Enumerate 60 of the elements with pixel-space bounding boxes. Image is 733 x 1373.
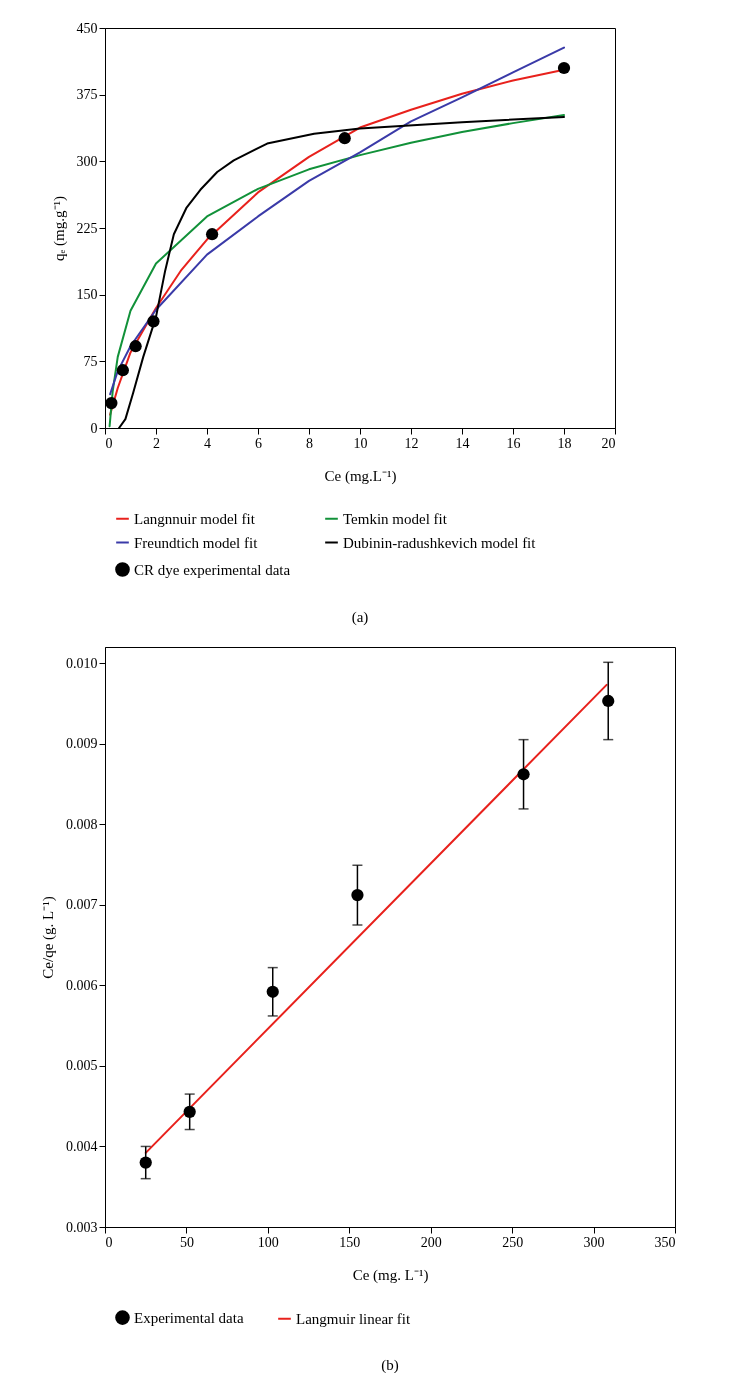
y-tick-label: 150 — [76, 287, 98, 303]
y-tick-label: 0.009 — [66, 736, 98, 752]
point — [139, 1156, 152, 1169]
x-tick-label: 6 — [255, 435, 262, 451]
legend-label: Temkin model fit — [343, 510, 448, 527]
y-tick-label: 0.007 — [66, 897, 98, 913]
y-tick-label: 0.006 — [66, 977, 98, 993]
y-tick-label: 0.004 — [66, 1138, 98, 1154]
point — [105, 397, 118, 410]
y-axis-title: Ce/qe (g. L⁻¹) — [40, 896, 57, 979]
x-tick-label: 100 — [257, 1234, 279, 1250]
y-tick-label: 0.010 — [66, 655, 98, 671]
point — [351, 889, 364, 902]
y-axis-title: qₑ (mg.g⁻¹) — [50, 196, 68, 261]
x-tick-label: 16 — [506, 435, 521, 451]
point — [205, 228, 219, 241]
x-tick-label: 8 — [306, 435, 313, 451]
text: (b) — [381, 1357, 399, 1373]
x-tick-label: 12 — [404, 435, 419, 451]
y-tick-label: 0.003 — [66, 1219, 98, 1235]
point — [147, 315, 160, 328]
x-tick-label: 350 — [654, 1234, 676, 1250]
y-tick-label: 225 — [76, 220, 98, 236]
x-tick-label: 4 — [204, 435, 211, 451]
point — [338, 132, 351, 145]
point — [602, 694, 615, 708]
point — [116, 364, 129, 377]
point — [266, 985, 279, 998]
legend-label: Langnnuir model fit — [134, 510, 256, 527]
x-tick-label: 0 — [105, 435, 113, 451]
x-axis-title: Ce (mg. L⁻¹) — [352, 1266, 429, 1284]
y-tick-label: 0.005 — [66, 1058, 98, 1074]
x-tick-label: 14 — [455, 435, 470, 451]
x-tick-label: 200 — [420, 1234, 442, 1250]
x-tick-label: 150 — [339, 1234, 361, 1250]
x-tick-label: 0 — [105, 1234, 113, 1250]
x-tick-label: 300 — [583, 1234, 605, 1250]
y-tick-label: 75 — [83, 353, 98, 369]
x-tick-label: 250 — [502, 1234, 524, 1250]
legend-label: Experimental data — [134, 1309, 244, 1326]
legend-label: Dubinin-radushkevich model fit — [343, 534, 537, 551]
y-tick-label: 300 — [76, 153, 98, 169]
x-tick-label: 2 — [153, 435, 160, 451]
y-tick-label: 450 — [76, 20, 98, 36]
legend-label: Langmuir linear fit — [296, 1310, 411, 1327]
x-tick-label: 20 — [601, 435, 616, 451]
legend-label: CR dye experimental data — [134, 561, 291, 578]
point — [129, 340, 142, 353]
y-tick-label: 0.008 — [66, 816, 98, 832]
y-tick-label: 375 — [76, 87, 98, 103]
x-tick-label: 10 — [353, 435, 368, 451]
text: (a) — [351, 609, 369, 626]
x-tick-label: 50 — [179, 1234, 194, 1250]
point — [183, 1105, 196, 1118]
point — [517, 768, 530, 781]
x-axis-title: Ce (mg.L⁻¹) — [324, 467, 397, 485]
legend-label: Freundtich model fit — [134, 534, 259, 551]
point — [557, 61, 571, 75]
x-tick-label: 18 — [557, 435, 572, 451]
y-tick-label: 0 — [90, 420, 98, 436]
